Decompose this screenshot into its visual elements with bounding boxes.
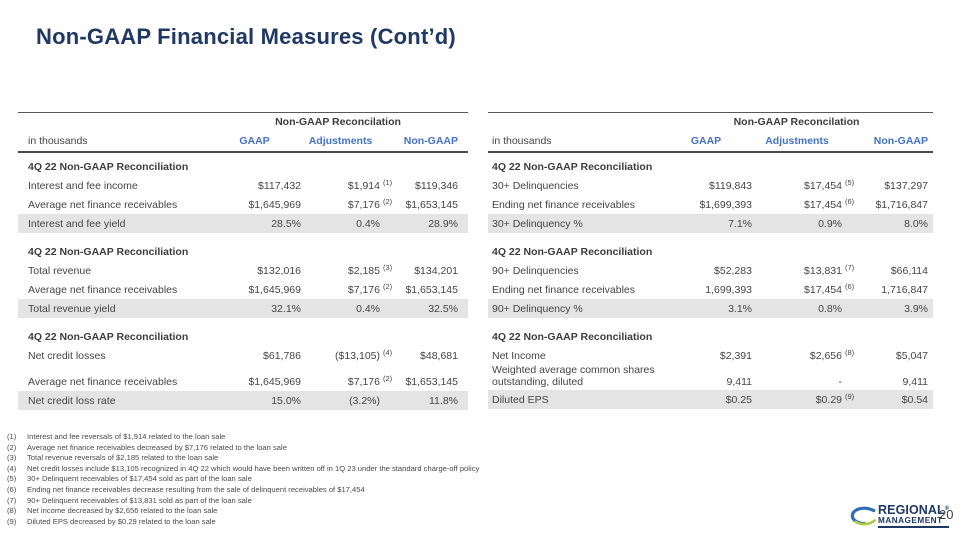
footnote-ref: (2)	[383, 282, 393, 291]
column-header-nongaap: Non-GAAP	[873, 135, 928, 147]
footnote-ref: (8)	[845, 348, 855, 357]
table-header: Non-GAAP Reconcilation in thousands GAAP…	[488, 112, 933, 153]
footnote: (6) Ending net finance receivables decrea…	[7, 484, 365, 494]
table-row: 90+ Delinquencies $52,283 $13,831 (7) $6…	[492, 263, 928, 277]
span-header: Non-GAAP Reconcilation	[275, 116, 401, 128]
footnote-ref: (4)	[383, 348, 393, 357]
table-row: Net credit losses $61,786 ($13,105) (4) …	[28, 348, 458, 362]
section-title: 4Q 22 Non-GAAP Reconciliation	[28, 245, 189, 258]
footnote-ref: (2)	[383, 374, 393, 383]
footnotes-block: (1) Interest and fee reversals of $1,914 …	[7, 432, 479, 527]
footnote: (8) Net income decreased by $2,656 relate…	[7, 506, 218, 516]
section-title: 4Q 22 Non-GAAP Reconciliation	[28, 160, 189, 173]
footnote: (3) Total revenue reversals of $2,185 rel…	[7, 453, 219, 463]
footnote-ref: (6)	[845, 197, 855, 206]
right-reconciliation-table: Non-GAAP Reconcilation in thousands GAAP…	[488, 112, 933, 409]
footnote-ref: (6)	[845, 282, 855, 291]
table-section: 4Q 22 Non-GAAP Reconciliation Interest a…	[18, 157, 468, 233]
column-header-adjustments: Adjustments	[308, 135, 373, 147]
table-row: Ending net finance receivables 1,699,393…	[492, 282, 928, 296]
section-title: 4Q 22 Non-GAAP Reconciliation	[28, 330, 189, 343]
column-header-gaap: GAAP	[690, 135, 722, 147]
column-header-gaap: GAAP	[239, 135, 270, 147]
table-section: 4Q 22 Non-GAAP Reconciliation Total reve…	[18, 242, 468, 318]
footnote: (7) 90+ Delinquent receivables of $13,831…	[7, 495, 252, 505]
table-row: Interest and fee income $117,432 $1,914 …	[28, 178, 458, 192]
table-row-highlight: Diluted EPS $0.25 $0.29 (9) $0.54	[488, 390, 933, 409]
page-number: 20	[939, 507, 954, 522]
table-row: Average net finance receivables $1,645,9…	[28, 282, 458, 296]
unit-label: in thousands	[492, 135, 552, 147]
table-row: Total revenue $132,016 $2,185 (3) $134,2…	[28, 263, 458, 277]
footnote-ref: (5)	[845, 178, 855, 187]
table-section: 4Q 22 Non-GAAP Reconciliation 90+ Delinq…	[488, 242, 933, 318]
table-row-highlight: Net credit loss rate 15.0% (3.2%) 11.8%	[18, 391, 468, 410]
table-row-highlight: Total revenue yield 32.1% 0.4% 32.5%	[18, 299, 468, 318]
table-row: Net Income $2,391 $2,656 (8) $5,047	[492, 348, 928, 362]
left-reconciliation-table: Non-GAAP Reconcilation in thousands GAAP…	[18, 112, 468, 410]
table-row-highlight: 90+ Delinquency % 3.1% 0.8% 3.9%	[488, 299, 933, 318]
column-header-nongaap: Non-GAAP	[403, 135, 458, 147]
page-title: Non-GAAP Financial Measures (Cont’d)	[36, 24, 456, 49]
table-section: 4Q 22 Non-GAAP Reconciliation Net credit…	[18, 327, 468, 410]
table-section: 4Q 22 Non-GAAP Reconciliation Net Income…	[488, 327, 933, 409]
footnote-ref: (7)	[845, 263, 855, 272]
section-title: 4Q 22 Non-GAAP Reconciliation	[492, 245, 653, 258]
column-header-adjustments: Adjustments	[765, 135, 829, 147]
section-title: 4Q 22 Non-GAAP Reconciliation	[492, 160, 653, 173]
footnote-ref: (9)	[845, 392, 855, 401]
footnote-ref: (1)	[383, 178, 393, 187]
footnote: (1) Interest and fee reversals of $1,914 …	[7, 432, 226, 441]
table-row-highlight: 30+ Delinquency % 7.1% 0.9% 8.0%	[488, 214, 933, 233]
table-row: Average net finance receivables $1,645,9…	[28, 374, 458, 388]
table-row: Ending net finance receivables $1,699,39…	[492, 197, 928, 211]
table-header: Non-GAAP Reconcilation in thousands GAAP…	[18, 112, 468, 153]
table-row: Average net finance receivables $1,645,9…	[28, 197, 458, 211]
footnote: (2) Average net finance receivables decre…	[7, 442, 287, 452]
unit-label: in thousands	[28, 135, 88, 147]
logo-swoosh-icon	[850, 506, 877, 527]
table-section: 4Q 22 Non-GAAP Reconciliation 30+ Delinq…	[488, 157, 933, 233]
footnote: (9) Diluted EPS decreased by $0.29 relate…	[7, 516, 216, 526]
footnote-ref: (2)	[383, 197, 393, 206]
company-logo: REGIONAL® MANAGEMENT	[850, 504, 950, 528]
table-row: Weighted average common shares outstandi…	[492, 364, 928, 388]
logo-text: REGIONAL® MANAGEMENT	[878, 504, 950, 528]
table-row: 30+ Delinquencies $119,843 $17,454 (5) $…	[492, 178, 928, 192]
footnote-ref: (3)	[383, 263, 393, 272]
registered-mark: ®	[944, 506, 950, 512]
footnote: (4) Net credit losses include $13,105 rec…	[7, 463, 480, 473]
footnote: (5) 30+ Delinquent receivables of $17,454…	[7, 474, 252, 484]
section-title: 4Q 22 Non-GAAP Reconciliation	[492, 330, 653, 343]
table-row-highlight: Interest and fee yield 28.5% 0.4% 28.9%	[18, 214, 468, 233]
span-header: Non-GAAP Reconcilation	[733, 116, 860, 128]
